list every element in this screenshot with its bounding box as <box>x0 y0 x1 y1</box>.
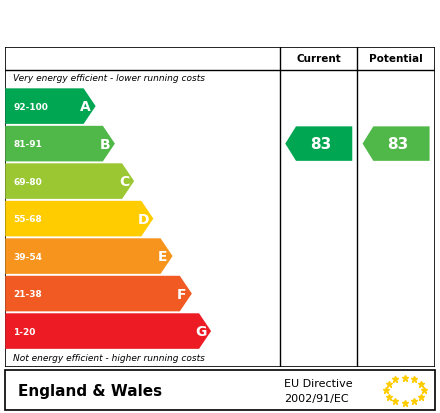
Polygon shape <box>5 164 134 199</box>
Polygon shape <box>5 89 95 125</box>
Polygon shape <box>5 126 115 162</box>
Text: 83: 83 <box>388 137 409 152</box>
Text: A: A <box>81 100 91 114</box>
Text: Not energy efficient - higher running costs: Not energy efficient - higher running co… <box>13 354 205 362</box>
Polygon shape <box>285 127 352 161</box>
Polygon shape <box>5 313 211 349</box>
Text: 39-54: 39-54 <box>13 252 42 261</box>
Polygon shape <box>5 201 154 237</box>
Text: Current: Current <box>297 54 341 64</box>
Text: 1-20: 1-20 <box>13 327 35 336</box>
Text: Potential: Potential <box>369 54 423 64</box>
Text: 69-80: 69-80 <box>13 177 42 186</box>
Text: EU Directive: EU Directive <box>284 378 352 389</box>
Text: England & Wales: England & Wales <box>18 383 162 398</box>
Text: 81-91: 81-91 <box>13 140 42 149</box>
Text: D: D <box>138 212 149 226</box>
Text: Energy Efficiency Rating: Energy Efficiency Rating <box>11 14 280 33</box>
Text: Very energy efficient - lower running costs: Very energy efficient - lower running co… <box>13 74 205 83</box>
Text: B: B <box>100 137 110 151</box>
Text: 55-68: 55-68 <box>13 215 42 223</box>
Text: 21-38: 21-38 <box>13 290 42 298</box>
Text: G: G <box>195 324 207 338</box>
Text: 2002/91/EC: 2002/91/EC <box>284 394 348 404</box>
Polygon shape <box>363 127 429 161</box>
Bar <box>5 370 435 410</box>
Text: E: E <box>158 249 168 263</box>
Text: F: F <box>177 287 187 301</box>
Polygon shape <box>5 276 192 311</box>
Text: 92-100: 92-100 <box>13 102 48 112</box>
Polygon shape <box>5 239 172 274</box>
Text: 83: 83 <box>310 137 332 152</box>
Text: C: C <box>119 175 129 189</box>
